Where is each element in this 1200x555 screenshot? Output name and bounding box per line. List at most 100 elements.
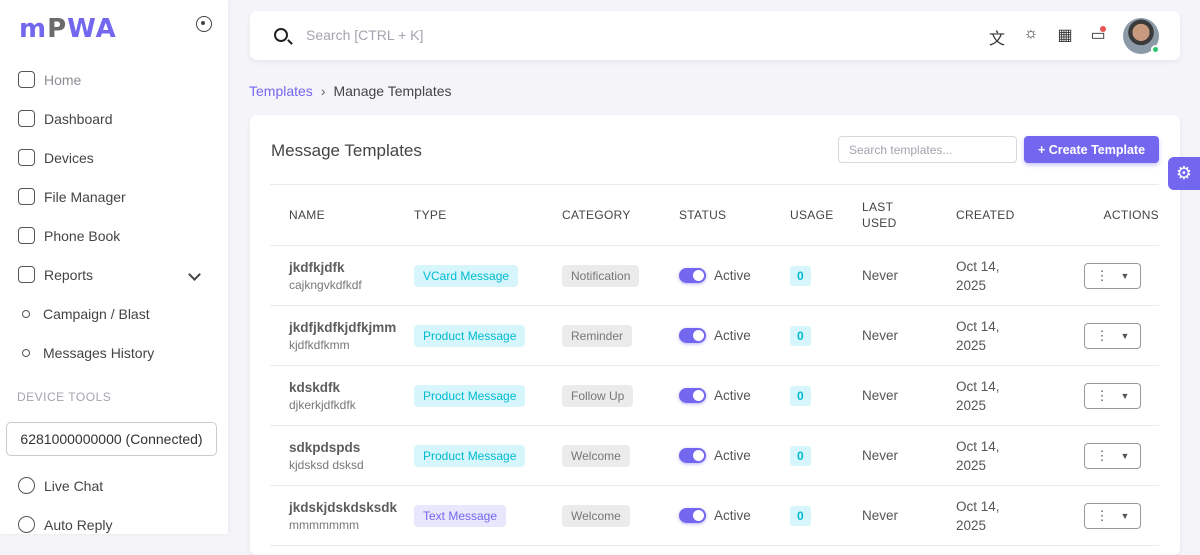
more-vertical-icon: ⋮ [1095,327,1109,343]
home-icon [18,71,35,88]
actions-dropdown-button[interactable]: ⋮ ▼ [1084,322,1141,349]
sidebar-item-phone-book[interactable]: Phone Book [18,227,120,244]
column-header: STATUS [679,184,790,246]
search-icon[interactable] [274,28,288,42]
more-vertical-icon: ⋮ [1095,267,1109,283]
usage-count: 0 [790,265,811,286]
sidebar-item-dashboard[interactable]: Dashboard [18,110,113,127]
circle-icon [22,310,30,318]
shortcuts-icon[interactable]: ▦ [1057,27,1073,44]
template-desc: djkerkjdfkdfk [289,397,356,412]
status-label: Active [714,447,751,463]
circle-icon [22,349,30,357]
create-template-button[interactable]: + Create Template [1024,136,1159,163]
sidebar-tool[interactable]: Auto Reply [18,516,112,533]
sidebar-item-label: Auto Reply [44,516,113,533]
settings-gear-icon[interactable]: ⚙ [1168,157,1200,190]
template-name[interactable]: kdskdfk [289,379,341,395]
sidebar-subitem[interactable]: Messages History [18,345,154,361]
template-desc: kjdsksd dsksd [289,457,364,472]
sidebar-item-label: Campaign / Blast [43,306,150,322]
sun-icon[interactable]: ☼ [1023,25,1039,42]
last-used: Never [862,245,956,306]
column-header: CATEGORY [562,184,679,246]
gauge-icon [18,110,35,127]
sidebar-item-label: Messages History [43,345,155,361]
translate-icon[interactable]: 文 [988,31,1005,48]
created-date: Oct 14, 2025 [956,258,1000,293]
sidebar-item-label: File Manager [44,188,126,205]
status-toggle[interactable] [679,268,706,284]
notification-badge [1100,26,1106,32]
actions-dropdown-button[interactable]: ⋮ ▼ [1084,262,1141,289]
created-date: Oct 14, 2025 [956,498,1000,533]
sidebar-subitem[interactable]: Campaign / Blast [18,306,150,322]
logo[interactable]: mPWA [19,14,117,44]
type-badge: Product Message [414,324,526,347]
status-toggle[interactable] [679,328,706,344]
chevron-down-icon: ▼ [1120,330,1130,341]
topbar: Search [CTRL + K] 文 ☼ ▦ ▭ [250,11,1180,60]
breadcrumb-templates[interactable]: Templates [249,83,313,99]
usage-count: 0 [790,385,811,406]
status-toggle[interactable] [679,448,706,464]
whatsapp-icon [18,477,35,494]
template-name[interactable]: sdkpdspds [289,439,361,455]
last-used: Never [862,485,956,546]
table-row: kdskdfk djkerkjdfkdfk Product Message Fol… [270,365,1159,426]
template-desc: kjdfkdfkmm [289,337,350,352]
column-header: USAGE [790,184,862,246]
usage-count: 0 [790,325,811,346]
actions-dropdown-button[interactable]: ⋮ ▼ [1084,382,1141,409]
actions-dropdown-button[interactable]: ⋮ ▼ [1084,442,1141,469]
actions-dropdown-button[interactable]: ⋮ ▼ [1084,502,1141,529]
last-used: Never [862,425,956,486]
sidebar-item-devices[interactable]: Devices [18,149,94,166]
sidebar-item-reports[interactable]: Reports [18,266,93,283]
global-search-input[interactable]: Search [CTRL + K] [306,27,424,43]
status-label: Active [714,387,751,403]
template-name[interactable]: jkdfkjdfk [289,259,345,275]
type-badge: VCard Message [414,264,519,287]
templates-card: Message Templates Search templates... + … [250,115,1180,555]
collapse-sidebar-icon[interactable] [196,16,212,32]
column-header: CREATED [956,184,1056,246]
sidebar-tool[interactable]: Live Chat [18,477,103,494]
status-toggle[interactable] [679,508,706,524]
template-name[interactable]: jkdskjdskdsksdk [289,499,398,515]
more-vertical-icon: ⋮ [1095,507,1109,523]
sidebar-item-label: Reports [44,266,94,283]
created-date: Oct 14, 2025 [956,438,1000,473]
status-label: Active [714,507,751,523]
sidebar-item-home[interactable]: Home [18,71,81,88]
chevron-down-icon: ▼ [1120,510,1130,521]
status-label: Active [714,327,751,343]
chevron-down-icon: ▼ [1120,270,1130,281]
create-template-label: Create Template [1048,142,1146,157]
type-badge: Product Message [414,444,526,467]
created-date: Oct 14, 2025 [956,378,1000,413]
category-badge: Notification [562,264,640,287]
type-badge: Product Message [414,384,526,407]
template-desc: cajkngvkdfkdf [289,277,362,292]
sidebar-item-file-manager[interactable]: File Manager [18,188,126,205]
template-name[interactable]: jkdfjkdfkjdfkjmm [289,319,397,335]
page-title: Message Templates [271,141,422,160]
last-used: Never [862,365,956,426]
chevron-down-icon[interactable] [188,268,201,281]
phone-icon [18,149,35,166]
table-row: jkdskjdskdsksdk mmmmmmm Text Message Welc… [270,485,1159,546]
template-desc: mmmmmmm [289,517,359,532]
status-toggle[interactable] [679,388,706,404]
table-row: jkdfjkdfkjdfkjmm kjdfkdfkmm Product Messa… [270,305,1159,366]
breadcrumb: Templates › Manage Templates [249,83,452,99]
created-date: Oct 14, 2025 [956,318,1000,353]
device-selector[interactable]: 6281000000000 (Connected) [6,422,217,456]
category-badge: Follow Up [562,384,634,407]
template-search-input[interactable]: Search templates... [838,136,1017,163]
column-header: ACTIONS [1056,184,1159,246]
type-badge: Text Message [414,504,507,527]
sidebar-item-label: Live Chat [44,477,104,494]
column-header: TYPE [414,184,562,246]
templates-table: NAME TYPE CATEGORY STATUS USAGE LAST USED CREA… [270,184,1159,546]
